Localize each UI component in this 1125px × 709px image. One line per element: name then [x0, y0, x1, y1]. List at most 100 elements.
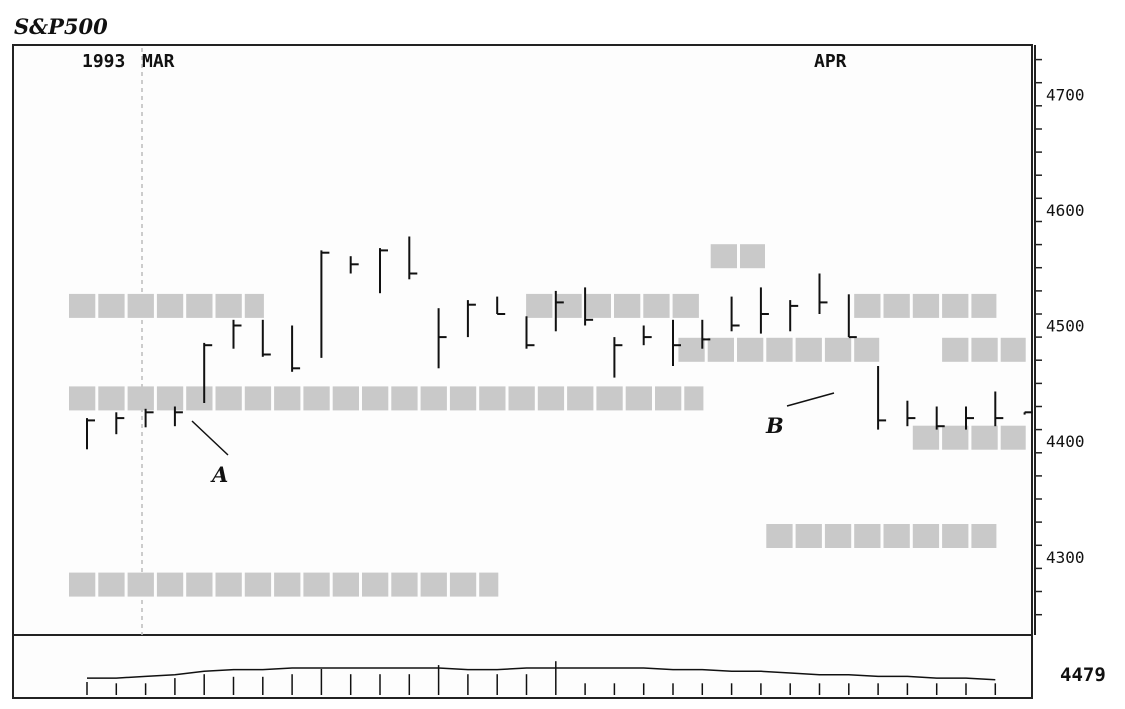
zone-block	[766, 337, 793, 362]
zone-block	[942, 524, 969, 548]
volume-profile-line	[87, 667, 996, 681]
zone-block	[740, 244, 765, 269]
zone-block	[567, 386, 594, 411]
zone-block	[854, 293, 881, 318]
zone-block	[1000, 337, 1026, 362]
zone-block	[672, 293, 699, 318]
zone-block	[942, 425, 969, 450]
zone-block	[678, 337, 705, 362]
zone-block	[244, 293, 264, 318]
zone-block	[362, 572, 389, 597]
zone-block	[215, 293, 242, 318]
zone-block	[215, 386, 242, 411]
month-label-apr: APR	[814, 51, 847, 72]
zone-block	[912, 524, 940, 548]
zone-block	[883, 293, 910, 318]
zone-block	[854, 337, 880, 362]
zone-block	[303, 386, 330, 411]
zone-block	[391, 386, 418, 411]
zone-block	[942, 337, 969, 362]
lower-panel-value: 4479	[1060, 664, 1106, 686]
zone-block	[971, 524, 997, 548]
zone-block	[98, 572, 125, 597]
zone-block	[596, 386, 623, 411]
zone-block	[186, 293, 213, 318]
zone-block	[537, 386, 565, 411]
annotation-b: B	[765, 413, 784, 438]
zone-block	[1000, 425, 1026, 450]
y-tick-label: 4500	[1046, 317, 1085, 336]
zone-block	[362, 386, 389, 411]
zone-block	[824, 337, 852, 362]
price-zones	[69, 244, 1026, 597]
zone-block	[127, 386, 154, 411]
zone-block	[244, 572, 272, 597]
zone-block	[391, 572, 418, 597]
zone-block	[643, 293, 670, 318]
zone-block	[244, 386, 272, 411]
zone-block	[710, 244, 737, 269]
zone-block	[98, 386, 125, 411]
y-tick-label: 4600	[1046, 201, 1085, 220]
zone-block	[303, 572, 330, 597]
zone-block	[526, 293, 553, 318]
zone-block	[274, 572, 301, 597]
volume-bars	[86, 661, 997, 695]
zone-block	[479, 572, 499, 597]
year-label: 1993	[82, 51, 125, 72]
zone-block	[614, 293, 641, 318]
month-label-mar: MAR	[142, 51, 175, 72]
zone-block	[274, 386, 301, 411]
volume-panel-frame	[12, 634, 1033, 699]
y-tick-label: 4300	[1046, 548, 1085, 567]
zone-block	[449, 572, 477, 597]
zone-block	[420, 572, 447, 597]
zone-block	[332, 572, 359, 597]
zone-block	[912, 425, 940, 450]
zone-block	[854, 524, 881, 548]
y-axis-ticks: 4300 4400 4500 4600 4700	[1035, 58, 1085, 616]
zone-block	[795, 524, 822, 548]
zone-block	[69, 572, 96, 597]
zone-block	[186, 386, 213, 411]
zone-block	[156, 386, 184, 411]
zone-block	[795, 337, 822, 362]
zone-block	[684, 386, 704, 411]
chart-title: S&P500	[14, 14, 108, 39]
price-bars	[86, 236, 1033, 450]
zone-block	[186, 572, 213, 597]
zone-block	[215, 572, 242, 597]
zone-block	[883, 524, 910, 548]
zone-block	[912, 293, 940, 318]
zone-block	[127, 293, 154, 318]
zone-block	[584, 293, 611, 318]
zone-block	[449, 386, 477, 411]
annotation-a-pointer	[191, 420, 229, 456]
zone-block	[971, 337, 998, 362]
zone-block	[69, 293, 96, 318]
zone-block	[332, 386, 359, 411]
zone-block	[737, 337, 764, 362]
zone-block	[127, 572, 154, 597]
zone-block	[508, 386, 535, 411]
zone-block	[824, 524, 852, 548]
zone-block	[655, 386, 682, 411]
annotation-b-pointer	[786, 392, 835, 407]
annotation-a: A	[210, 462, 228, 487]
y-tick-label: 4700	[1046, 85, 1085, 104]
zone-block	[942, 293, 969, 318]
zone-block	[766, 524, 793, 548]
zone-block	[625, 386, 652, 411]
zone-block	[707, 337, 734, 362]
zone-block	[555, 293, 582, 318]
zone-block	[479, 386, 506, 411]
zone-block	[156, 293, 184, 318]
zone-block	[420, 386, 447, 411]
zone-block	[69, 386, 96, 411]
zone-block	[98, 293, 125, 318]
y-tick-label: 4400	[1046, 432, 1085, 451]
zone-block	[156, 572, 184, 597]
zone-block	[971, 425, 998, 450]
zone-block	[971, 293, 997, 318]
